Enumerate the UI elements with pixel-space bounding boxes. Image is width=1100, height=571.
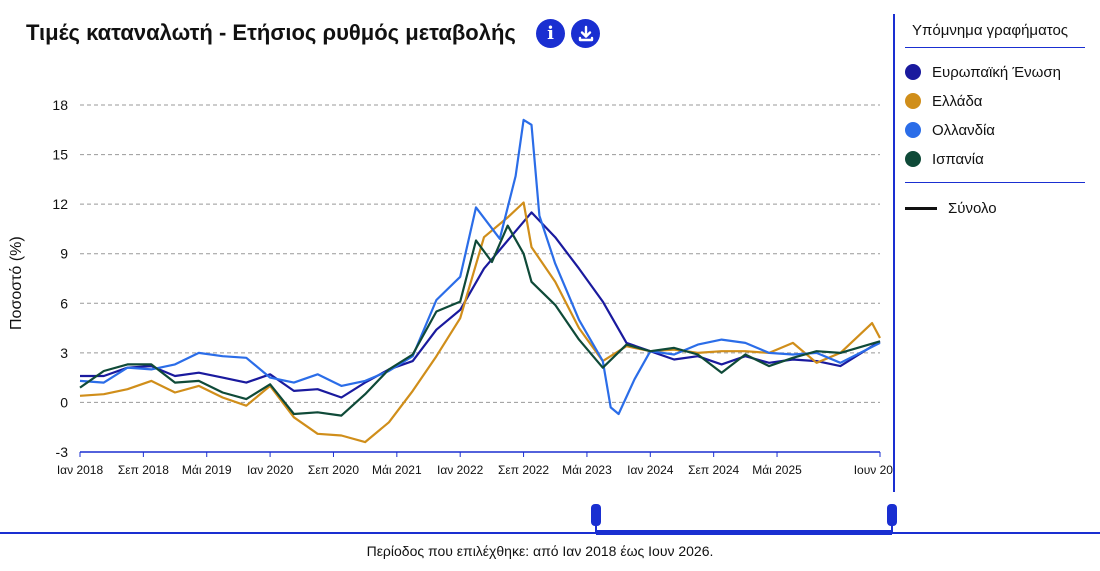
y-tick-label: 0 (60, 394, 68, 410)
series-line-1 (79, 201, 881, 444)
x-tick-label: Σεπ 2022 (498, 463, 549, 477)
x-tick-label: Ιαν 2024 (627, 463, 674, 477)
legend-item-eu[interactable]: Ευρωπαϊκή Ένωση (905, 61, 1061, 83)
legend-separator (905, 182, 1085, 183)
x-tick-label: Μάι 2021 (372, 463, 422, 477)
legend-dot-netherlands (905, 122, 921, 138)
y-tick-label: 6 (60, 295, 68, 311)
download-arrow-icon (578, 25, 593, 41)
legend-label-total: Σύνολο (948, 199, 997, 217)
x-tick-label: Ιουν 2026 (854, 463, 893, 477)
x-tick-label: Ιαν 2020 (247, 463, 294, 477)
y-tick-label: 3 (60, 345, 68, 361)
x-tick-label: Μάι 2025 (752, 463, 802, 477)
legend-label-eu: Ευρωπαϊκή Ένωση (932, 63, 1061, 81)
series-line-3 (79, 224, 881, 417)
x-tick-label: Ιαν 2018 (57, 463, 104, 477)
y-tick-label: 9 (60, 246, 68, 262)
y-tick-label: 15 (52, 147, 68, 163)
legend-title-rule (905, 47, 1085, 48)
legend-divider (893, 14, 895, 492)
legend-title: Υπόμνημα γραφήματος (912, 22, 1069, 39)
legend-item-netherlands[interactable]: Ολλανδία (905, 119, 995, 141)
legend-item-greece[interactable]: Ελλάδα (905, 90, 982, 112)
legend-label-spain: Ισπανία (932, 150, 984, 168)
legend-label-netherlands: Ολλανδία (932, 121, 995, 139)
legend-label-greece: Ελλάδα (932, 92, 983, 110)
series-line-0 (80, 211, 881, 399)
y-tick-label: 18 (52, 97, 68, 113)
legend-item-spain[interactable]: Ισπανία (905, 148, 984, 170)
page-title: Τιμές καταναλωτή - Ετήσιος ρυθμός μεταβο… (26, 20, 516, 45)
slider-handle-start[interactable] (591, 504, 601, 526)
y-tick-label: 12 (52, 196, 68, 212)
legend-dot-eu (905, 64, 921, 80)
x-tick-label: Μάι 2019 (182, 463, 232, 477)
info-icon[interactable]: i (536, 19, 565, 48)
footer-divider (0, 532, 1100, 534)
selected-period-text: Περίοδος που επιλέχθηκε: από Ιαν 2018 έω… (366, 543, 714, 559)
x-tick-label: Σεπ 2018 (118, 463, 169, 477)
x-tick-label: Σεπ 2020 (308, 463, 359, 477)
download-icon[interactable] (571, 19, 600, 48)
legend-line-total (905, 206, 937, 210)
series-line-2 (79, 118, 881, 416)
y-tick-label: -3 (56, 444, 69, 460)
legend-item-total[interactable]: Σύνολο (905, 197, 997, 219)
slider-handle-end[interactable] (887, 504, 897, 526)
x-tick-label: Μάι 2023 (562, 463, 612, 477)
legend-dot-spain (905, 151, 921, 167)
x-tick-label: Σεπ 2024 (688, 463, 739, 477)
legend-dot-greece (905, 93, 921, 109)
x-tick-label: Ιαν 2022 (437, 463, 484, 477)
period-slider[interactable] (0, 500, 1100, 540)
line-chart: -3 0 3 6 9 12 15 18 Ιαν 2018 Σεπ 2018 Μάι 2019 Ιαν … (52, 97, 893, 477)
